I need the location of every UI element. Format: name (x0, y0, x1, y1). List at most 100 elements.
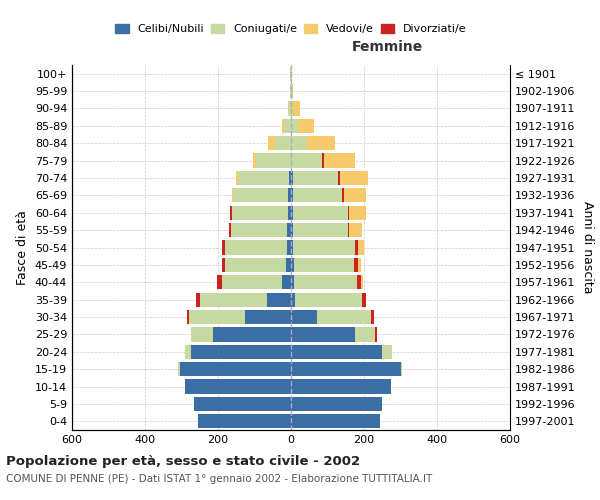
Bar (223, 240, 226, 254)
Bar (291, 310, 317, 324)
Bar (226, 240, 287, 254)
Bar (349, 206, 366, 220)
Bar (253, 154, 256, 168)
Bar (307, 136, 335, 150)
Bar (355, 240, 358, 254)
Bar (375, 328, 377, 342)
Bar (232, 206, 288, 220)
Bar (200, 292, 267, 307)
Bar (179, 362, 291, 376)
Bar (191, 328, 212, 342)
Bar (293, 240, 355, 254)
Bar (358, 258, 361, 272)
Bar (291, 380, 391, 394)
Bar (291, 84, 292, 98)
Bar (287, 240, 291, 254)
Bar (294, 258, 354, 272)
Text: Popolazione per età, sesso e stato civile - 2002: Popolazione per età, sesso e stato civil… (6, 455, 360, 468)
Bar (194, 397, 291, 411)
Bar (401, 362, 403, 376)
Bar (291, 362, 401, 376)
Bar (294, 275, 357, 289)
Bar (291, 136, 307, 150)
Bar (267, 292, 291, 307)
Text: COMUNE DI PENNE (PE) - Dati ISTAT 1° gennaio 2002 - Elaborazione TUTTITALIA.IT: COMUNE DI PENNE (PE) - Dati ISTAT 1° gen… (6, 474, 432, 484)
Bar (282, 275, 291, 289)
Bar (295, 292, 362, 307)
Bar (245, 310, 291, 324)
Bar (291, 188, 293, 202)
Bar (185, 380, 291, 394)
Bar (293, 223, 347, 237)
Bar (221, 275, 282, 289)
Bar (291, 223, 293, 237)
Bar (291, 344, 382, 359)
Bar (289, 102, 291, 116)
Bar (291, 397, 382, 411)
Bar (221, 258, 226, 272)
Bar (189, 310, 245, 324)
Bar (290, 84, 291, 98)
Bar (289, 171, 291, 185)
Bar (291, 171, 293, 185)
Bar (291, 66, 292, 81)
Bar (212, 328, 291, 342)
Bar (291, 292, 295, 307)
Bar (340, 171, 368, 185)
Bar (291, 102, 293, 116)
Bar (291, 206, 293, 220)
Bar (324, 154, 355, 168)
Bar (275, 136, 291, 150)
Bar (238, 171, 289, 185)
Bar (347, 206, 349, 220)
Bar (382, 344, 392, 359)
Bar (356, 275, 361, 289)
Bar (229, 223, 231, 237)
Bar (291, 258, 294, 272)
Bar (349, 223, 362, 237)
Bar (225, 258, 286, 272)
Text: Femmine: Femmine (352, 40, 423, 54)
Bar (291, 118, 298, 133)
Bar (217, 275, 221, 289)
Bar (291, 414, 380, 428)
Bar (288, 188, 291, 202)
Bar (371, 310, 374, 324)
Legend: Celibi/Nubili, Coniugati/e, Vedovi/e, Divorziati/e: Celibi/Nubili, Coniugati/e, Vedovi/e, Di… (111, 20, 471, 39)
Bar (291, 328, 355, 342)
Bar (344, 188, 366, 202)
Bar (236, 171, 238, 185)
Bar (293, 188, 342, 202)
Y-axis label: Anni di nascita: Anni di nascita (581, 201, 594, 294)
Bar (284, 118, 291, 133)
Bar (293, 206, 347, 220)
Bar (256, 154, 291, 168)
Bar (230, 206, 232, 220)
Bar (191, 344, 291, 359)
Bar (338, 171, 340, 185)
Bar (286, 258, 291, 272)
Bar (282, 118, 284, 133)
Bar (268, 136, 275, 150)
Bar (290, 66, 291, 81)
Bar (355, 328, 375, 342)
Bar (287, 223, 291, 237)
Y-axis label: Fasce di età: Fasce di età (16, 210, 29, 285)
Bar (322, 154, 324, 168)
Bar (317, 310, 371, 324)
Bar (293, 171, 338, 185)
Bar (298, 118, 314, 133)
Bar (233, 188, 288, 202)
Bar (347, 223, 349, 237)
Bar (196, 292, 200, 307)
Bar (291, 275, 294, 289)
Bar (358, 240, 364, 254)
Bar (185, 344, 191, 359)
Bar (187, 310, 189, 324)
Bar (198, 414, 291, 428)
Bar (293, 102, 300, 116)
Bar (361, 275, 363, 289)
Bar (178, 362, 179, 376)
Bar (292, 84, 293, 98)
Bar (231, 223, 287, 237)
